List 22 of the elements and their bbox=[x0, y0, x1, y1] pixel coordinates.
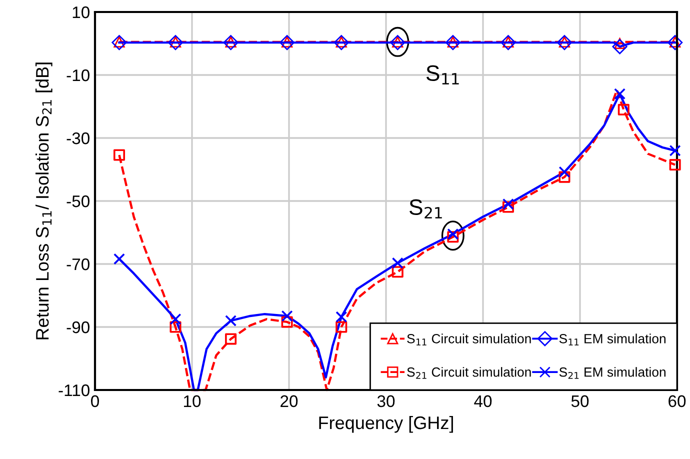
annotation: S$_{11}$ bbox=[426, 65, 459, 84]
x-tick-label: 0 bbox=[91, 395, 99, 408]
annotation: S$_{21}$ bbox=[409, 199, 442, 218]
y-tick-label: -90 bbox=[66, 321, 90, 334]
legend-label: S$_{11}$ EM simulation bbox=[559, 334, 666, 346]
x-tick-label: 10 bbox=[184, 395, 201, 408]
x-tick-label: 60 bbox=[668, 395, 686, 408]
y-tick-label: -70 bbox=[66, 258, 90, 270]
y-tick-label: -10 bbox=[66, 69, 90, 82]
x-axis-title: Frequency [GHz] bbox=[319, 416, 453, 433]
x-tick-label: 40 bbox=[474, 395, 492, 408]
x-tick-label: 20 bbox=[280, 395, 298, 408]
y-axis-title: Return Loss S$_{11}$/ Isolation S$_{21}$ [dB] bbox=[35, 62, 52, 340]
y-tick-label: 10 bbox=[72, 6, 90, 18]
legend-label: S$_{21}$ EM simulation bbox=[559, 367, 666, 379]
y-tick-label: -110 bbox=[58, 384, 90, 396]
y-tick-label: -30 bbox=[66, 132, 90, 144]
legend-label: S$_{21}$ Circuit simulation bbox=[407, 367, 531, 379]
x-tick-label: 30 bbox=[377, 395, 395, 408]
y-tick-label: -50 bbox=[66, 195, 90, 208]
x-tick-label: 50 bbox=[571, 395, 589, 408]
legend-label: S$_{11}$ Circuit simulation bbox=[407, 334, 531, 346]
